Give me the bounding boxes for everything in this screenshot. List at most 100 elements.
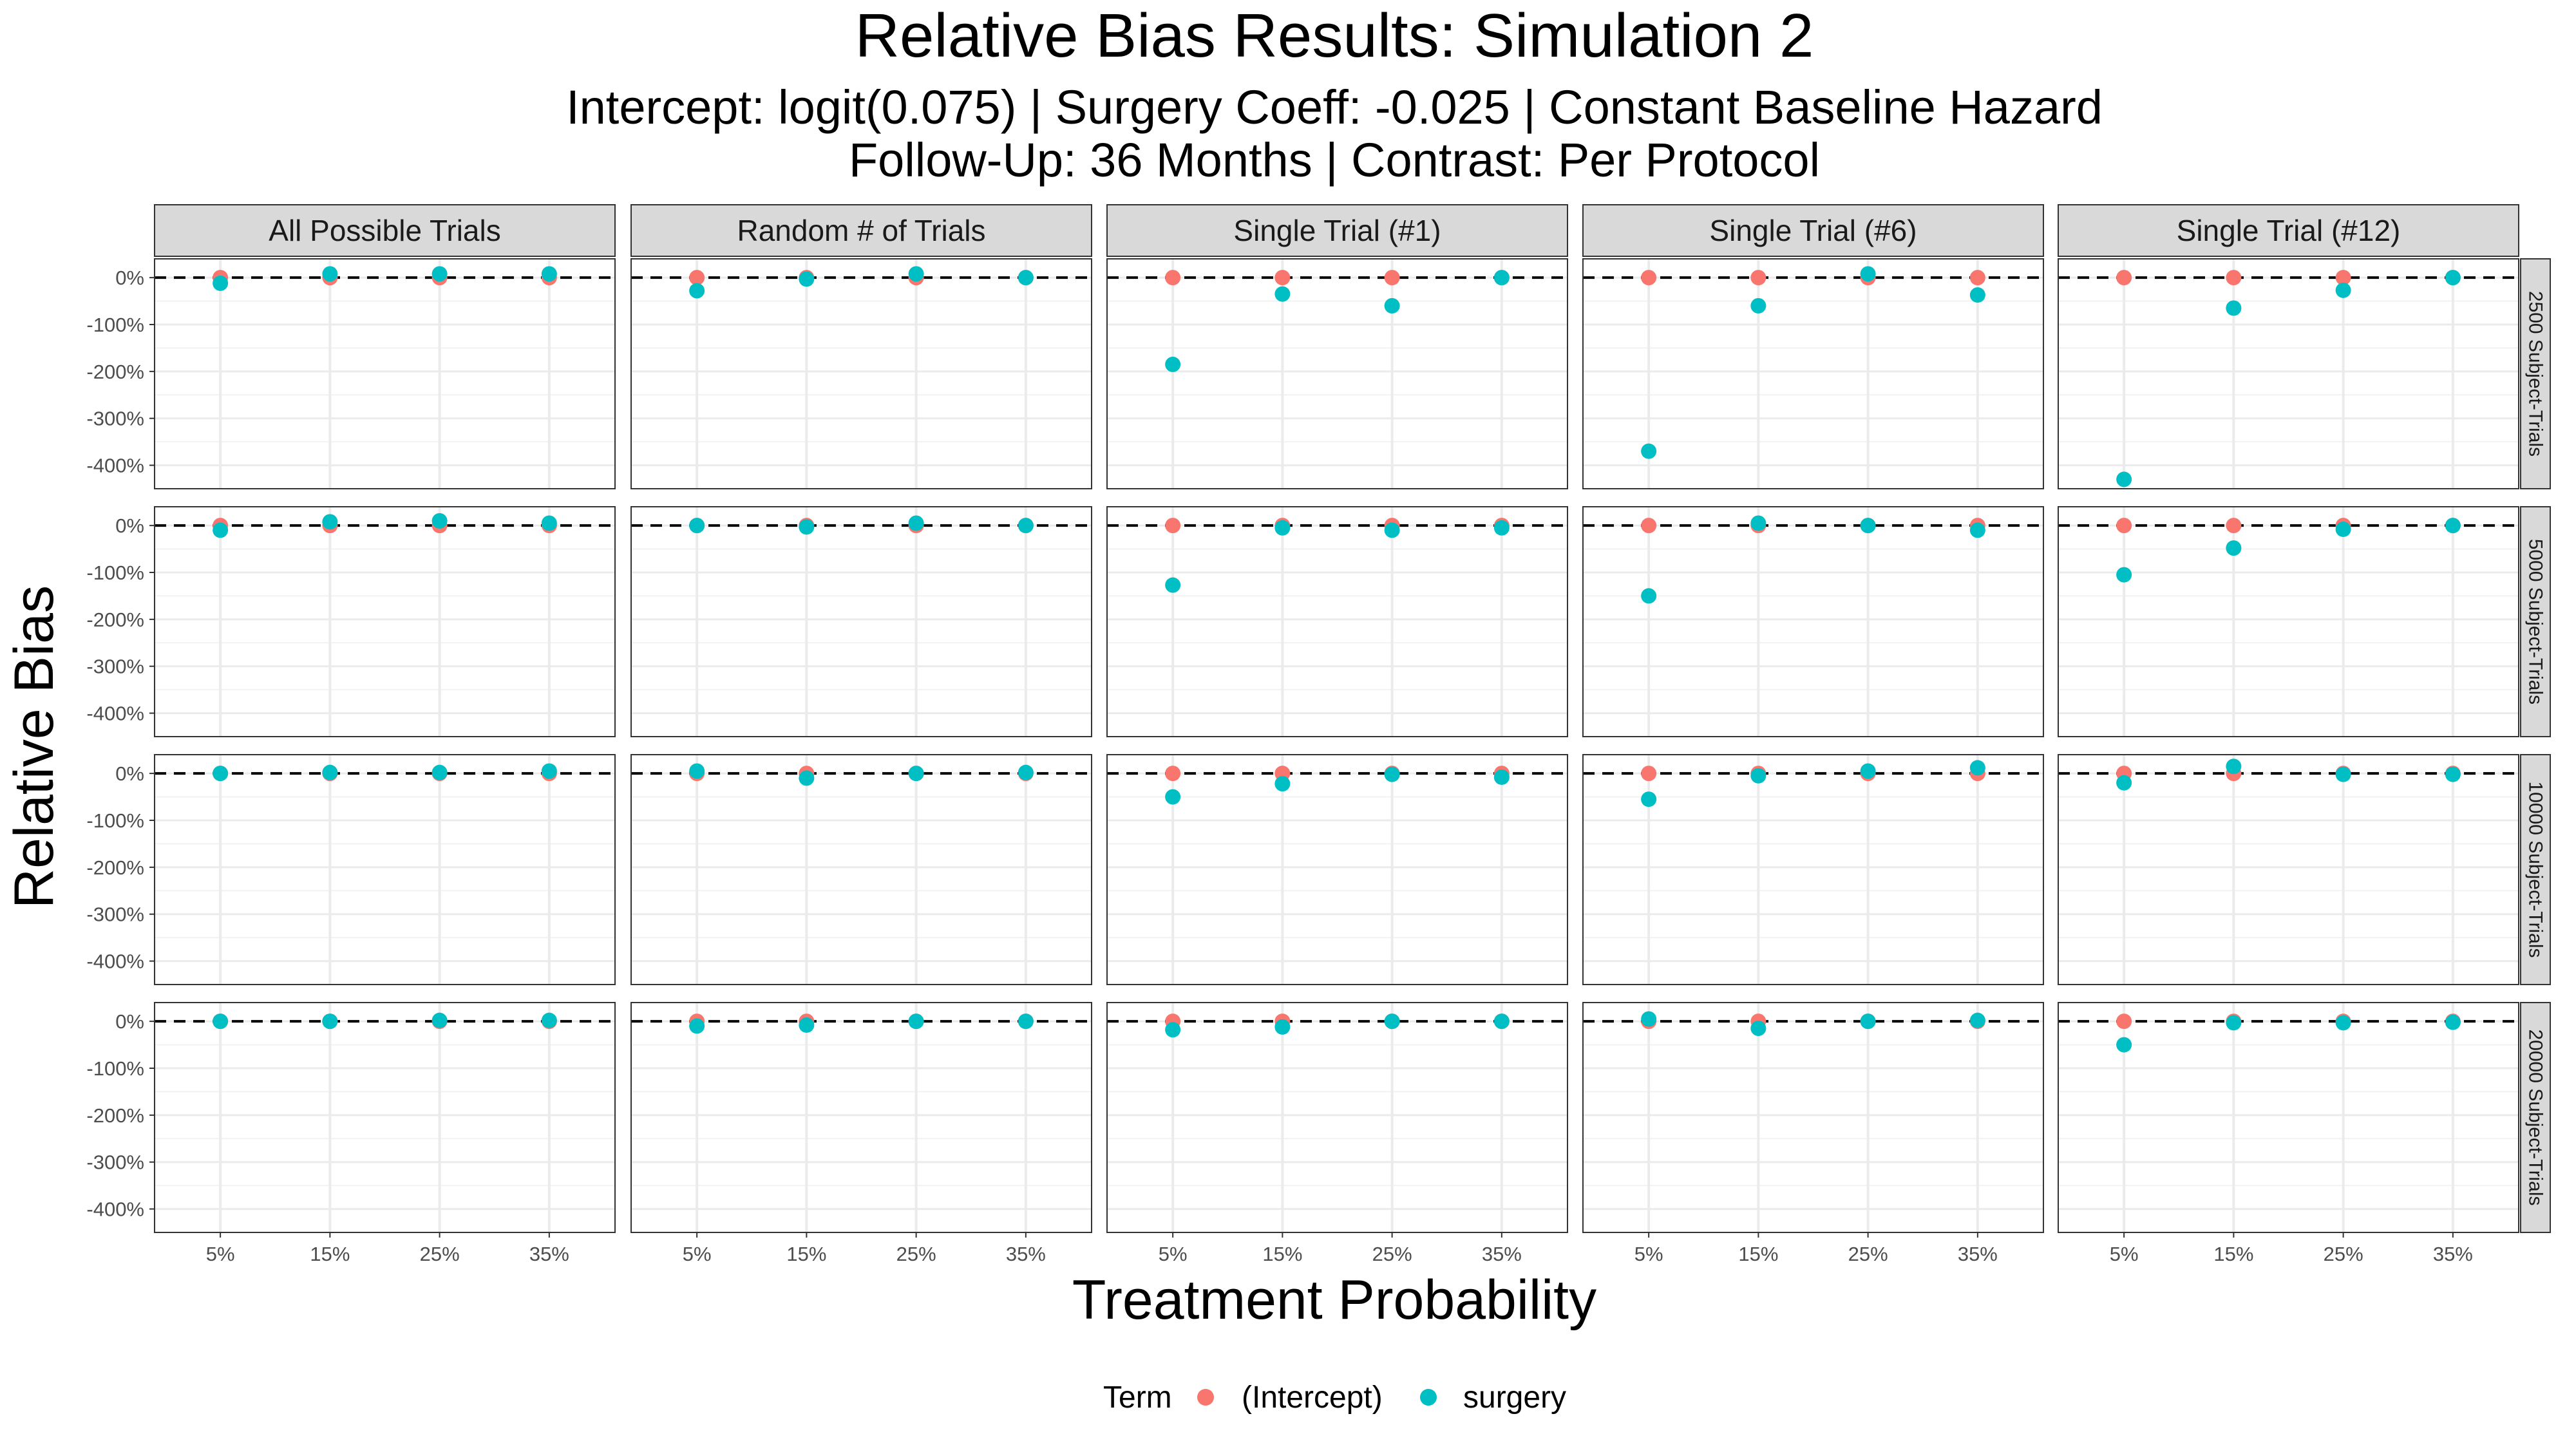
y-tick-label: -200% xyxy=(86,1104,144,1127)
point-surgery-5 xyxy=(213,1014,229,1030)
point-surgery-5 xyxy=(1165,577,1181,593)
point-surgery-25 xyxy=(1860,763,1876,779)
panel-background xyxy=(1583,259,2043,489)
row-strip-5000-subject-trials xyxy=(2520,506,2551,737)
point-intercept-5 xyxy=(1165,518,1181,534)
row-strip-label-10000-subject-trials: 10000 Subject-Trials xyxy=(2525,781,2546,957)
point-surgery-5 xyxy=(689,763,705,779)
point-surgery-25 xyxy=(1384,1014,1400,1030)
facet-strip-single-trial-12 xyxy=(2058,204,2519,257)
point-surgery-25 xyxy=(2335,1015,2351,1031)
y-tick-label: -400% xyxy=(86,1198,144,1221)
panel-background xyxy=(2058,259,2519,489)
panel-background xyxy=(631,1003,1092,1232)
point-surgery-15 xyxy=(322,764,338,780)
x-tick-label: 35% xyxy=(1006,1243,1046,1265)
point-surgery-35 xyxy=(1969,287,1985,303)
point-surgery-35 xyxy=(1493,270,1510,286)
point-surgery-15 xyxy=(2226,759,2242,775)
y-tick-label: -300% xyxy=(86,408,144,430)
point-surgery-15 xyxy=(1274,520,1291,536)
point-surgery-15 xyxy=(1274,1019,1291,1035)
point-surgery-35 xyxy=(1969,1012,1985,1028)
legend: Term (Intercept) surgery xyxy=(1103,1381,1566,1415)
point-surgery-25 xyxy=(1860,266,1876,282)
panel-r3-c5 xyxy=(2058,754,2519,985)
panel-r3-c3 xyxy=(1106,754,1568,985)
point-surgery-15 xyxy=(322,266,338,282)
chart-subtitle-line-1: Intercept: logit(0.075) | Surgery Coeff:… xyxy=(566,80,2103,134)
panel-r2-c2 xyxy=(630,506,1092,737)
panel-border xyxy=(1582,754,2044,985)
y-tick-label: -100% xyxy=(86,1057,144,1080)
point-intercept-25 xyxy=(1384,270,1400,286)
point-surgery-35 xyxy=(2445,1014,2461,1030)
y-axis-label: Relative Bias xyxy=(3,585,65,909)
y-tick-label: -200% xyxy=(86,361,144,383)
point-surgery-5 xyxy=(1165,1022,1181,1038)
row-strip-label-20000-subject-trials: 20000 Subject-Trials xyxy=(2525,1029,2546,1205)
point-intercept-5 xyxy=(1641,766,1657,782)
point-surgery-35 xyxy=(1018,1014,1034,1030)
point-surgery-25 xyxy=(431,764,448,780)
point-surgery-25 xyxy=(2335,521,2351,537)
panel-border xyxy=(1582,258,2044,489)
point-surgery-5 xyxy=(2116,1037,2132,1053)
point-surgery-35 xyxy=(1018,764,1034,780)
x-tick-label: 5% xyxy=(206,1243,235,1265)
point-surgery-25 xyxy=(2335,282,2351,298)
x-tick-label: 25% xyxy=(1372,1243,1412,1265)
point-surgery-25 xyxy=(1384,766,1400,782)
panel-r1-c2 xyxy=(630,258,1092,489)
facet-strip-single-trial-1 xyxy=(1106,204,1568,257)
panel-border xyxy=(1106,754,1568,985)
panel-r4-c5: 5% 15% 25% 35% xyxy=(2058,1002,2519,1265)
point-surgery-35 xyxy=(541,1012,557,1028)
legend-title: Term xyxy=(1103,1381,1172,1415)
point-intercept-5 xyxy=(1641,518,1657,534)
row-strip-10000-subject-trials xyxy=(2520,754,2551,985)
panel-background xyxy=(631,259,1092,489)
point-intercept-35 xyxy=(1969,270,1985,286)
point-surgery-25 xyxy=(1860,1014,1876,1030)
x-tick-label: 15% xyxy=(786,1243,826,1265)
point-surgery-35 xyxy=(1018,518,1034,534)
facet-strip-label-single-trial-1: Single Trial (#1) xyxy=(1233,214,1441,247)
panel-background xyxy=(1107,755,1567,985)
point-surgery-5 xyxy=(2116,775,2132,791)
point-intercept-5 xyxy=(1165,766,1181,782)
row-strip-label-2500-subject-trials: 2500 Subject-Trials xyxy=(2525,291,2546,457)
panel-border xyxy=(154,1002,616,1233)
facet-grid: All Possible Trials Random # of Trials Sin… xyxy=(86,204,2551,1265)
point-surgery-25 xyxy=(908,766,924,782)
point-surgery-5 xyxy=(689,518,705,534)
y-tick-label: 0% xyxy=(115,1010,144,1033)
panel-r4-c2: 5% 15% 25% 35% xyxy=(630,1002,1092,1265)
panel-r4-c1: 0% -100% -200% -300% -400% 5% 15% 25% 35% xyxy=(86,1002,616,1265)
x-axis-label: Treatment Probability xyxy=(1072,1269,1596,1331)
point-surgery-5 xyxy=(2116,567,2132,583)
point-surgery-35 xyxy=(541,515,557,531)
point-intercept-5 xyxy=(2116,1014,2132,1030)
point-intercept-15 xyxy=(1274,270,1291,286)
point-intercept-25 xyxy=(2335,270,2351,286)
point-surgery-5 xyxy=(1641,443,1657,459)
x-tick-label: 5% xyxy=(2110,1243,2139,1265)
panel-background xyxy=(155,507,615,737)
point-surgery-15 xyxy=(1274,776,1291,792)
point-intercept-5 xyxy=(689,270,705,286)
panel-r4-c3: 5% 15% 25% 35% xyxy=(1106,1002,1568,1265)
point-surgery-5 xyxy=(1641,588,1657,604)
point-intercept-5 xyxy=(2116,518,2132,534)
point-surgery-25 xyxy=(431,266,448,282)
panel-r3-c2 xyxy=(630,754,1092,985)
panel-background xyxy=(155,1003,615,1232)
x-tick-label: 35% xyxy=(1482,1243,1522,1265)
point-intercept-15 xyxy=(2226,518,2242,534)
panel-r2-c3 xyxy=(1106,506,1568,737)
panel-background xyxy=(1583,1003,2043,1232)
point-surgery-15 xyxy=(1750,515,1766,531)
facet-strip-all-possible-trials xyxy=(154,204,616,257)
y-tick-label: -300% xyxy=(86,903,144,926)
